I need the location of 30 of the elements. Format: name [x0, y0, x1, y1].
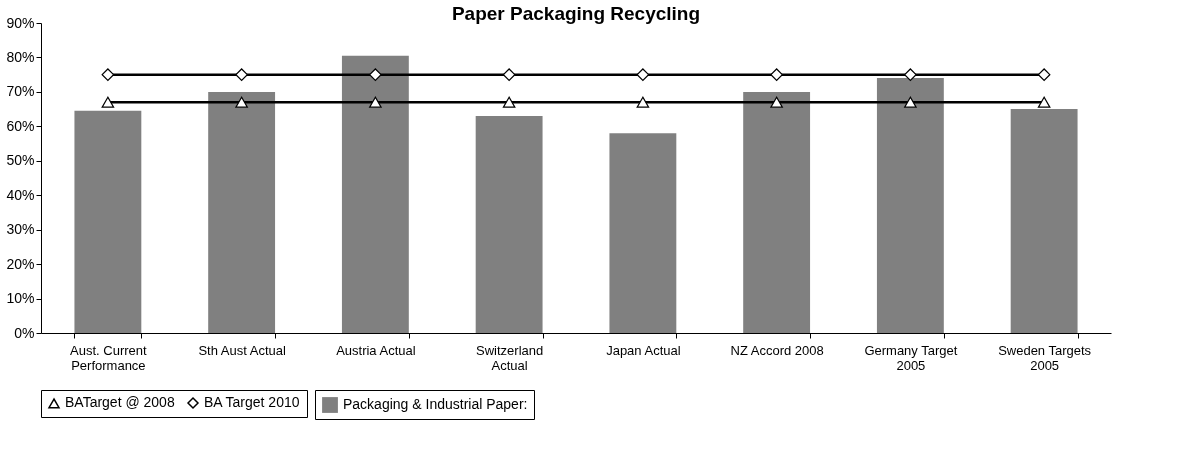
y-tick-label: 40%: [6, 186, 35, 203]
chart-title: Paper Packaging Recycling: [451, 3, 701, 24]
x-tick-label: Sth Aust Actual: [198, 342, 286, 358]
bar: [1010, 109, 1078, 333]
y-tick-label: 0%: [14, 324, 35, 341]
y-tick-label: 70%: [6, 83, 35, 100]
legend-label: BA Target 2010: [204, 394, 300, 410]
legend-label: BATarget @ 2008: [65, 394, 175, 411]
x-tick-label: Austria Actual: [336, 342, 416, 358]
legend-label: Packaging & Industrial Paper:: [343, 396, 528, 412]
x-tick-label: Sweden Targets 2005: [998, 342, 1092, 373]
bar: [743, 91, 811, 333]
y-tick-label: 30%: [6, 221, 35, 238]
bar: [475, 116, 543, 333]
y-tick-label: 10%: [6, 290, 35, 307]
bar: [609, 133, 677, 333]
x-tick-label: Japan Actual: [606, 342, 681, 358]
bar: [341, 55, 409, 333]
x-tick-label: NZ Accord 2008: [730, 342, 824, 358]
x-tick-label: Switzerland Actual: [476, 342, 544, 373]
y-tick-label: 60%: [6, 117, 35, 134]
x-tick-label: Germany Target 2005: [864, 342, 958, 373]
y-tick-label: 90%: [6, 14, 35, 31]
y-tick-label: 50%: [6, 152, 35, 169]
bar: [74, 110, 142, 333]
y-tick-label: 80%: [6, 48, 35, 65]
x-tick-label: Aust. Current Performance: [70, 342, 148, 373]
bar: [208, 91, 276, 333]
bar: [876, 78, 944, 333]
y-tick-label: 20%: [6, 255, 35, 272]
